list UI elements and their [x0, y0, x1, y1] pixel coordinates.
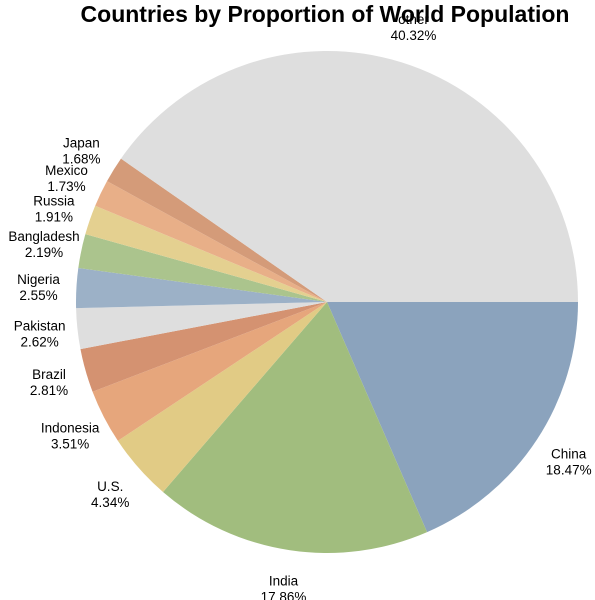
slice-label-value: 40.32% — [391, 28, 437, 43]
slice-label-name: Mexico — [45, 163, 88, 178]
slice-label-russia: Russia 1.91% — [33, 193, 75, 224]
slice-label-value: 2.62% — [20, 335, 58, 350]
slice-label-value: 1.91% — [35, 209, 73, 224]
slice-label-value: 4.34% — [91, 495, 129, 510]
slice-label-brazil: Brazil 2.81% — [30, 367, 68, 398]
slice-label-mexico: Mexico 1.73% — [45, 163, 88, 194]
pie-slice-bangladesh — [78, 234, 327, 302]
slice-label-name: U.S. — [97, 479, 123, 494]
slice-label-pakistan: Pakistan 2.62% — [14, 319, 66, 350]
slice-label-name: Nigeria — [17, 272, 60, 287]
pie-slice-russia — [85, 205, 327, 302]
pie-slice-other — [120, 51, 578, 302]
slice-label-name: Brazil — [32, 367, 66, 382]
slice-label-japan: Japan 1.68% — [62, 136, 100, 167]
slice-label-value: 2.19% — [25, 245, 63, 260]
pie-slice-pakistan — [76, 302, 327, 350]
slice-label-nigeria: Nigeria 2.55% — [17, 272, 60, 303]
pie-labels: China 18.47% India 17.86% U.S. 4.34% Indonesia… — [8, 12, 591, 600]
pie-slice-brazil — [80, 302, 328, 392]
chart-title: Countries by Proportion of World Populat… — [81, 1, 570, 27]
slice-label-value: 3.51% — [51, 436, 89, 451]
slice-label-value: 1.73% — [47, 179, 85, 194]
slice-label-india: India 17.86% — [261, 574, 307, 600]
slice-label-name: India — [269, 574, 299, 589]
slice-label-u-s: U.S. 4.34% — [91, 479, 129, 510]
slice-label-value: 1.68% — [62, 152, 100, 167]
slice-label-name: Russia — [33, 193, 75, 208]
slice-label-name: Pakistan — [14, 319, 66, 334]
slice-label-name: other — [398, 12, 429, 27]
pie-slice-mexico — [95, 181, 327, 302]
slice-label-name: Indonesia — [41, 420, 100, 435]
slice-label-name: Japan — [63, 136, 100, 151]
slice-label-value: 18.47% — [546, 463, 592, 478]
slice-label-value: 2.55% — [19, 288, 57, 303]
slice-label-bangladesh: Bangladesh 2.19% — [8, 229, 79, 260]
slice-label-value: 17.86% — [261, 590, 307, 600]
pie-slice-nigeria — [75, 267, 327, 309]
pie-slices — [75, 51, 578, 553]
pie-slice-japan — [107, 158, 328, 302]
slice-label-name: China — [551, 447, 587, 462]
slice-label-other: other 40.32% — [391, 12, 437, 43]
pie-slice-china — [327, 302, 578, 533]
pie-slice-indonesia — [92, 302, 327, 441]
slice-label-indonesia: Indonesia 3.51% — [41, 420, 100, 451]
pie-slice-u-s — [117, 302, 328, 492]
slice-label-value: 2.81% — [30, 383, 68, 398]
slice-label-china: China 18.47% — [546, 447, 592, 478]
slice-label-name: Bangladesh — [8, 229, 79, 244]
pie-slice-india — [162, 302, 428, 553]
